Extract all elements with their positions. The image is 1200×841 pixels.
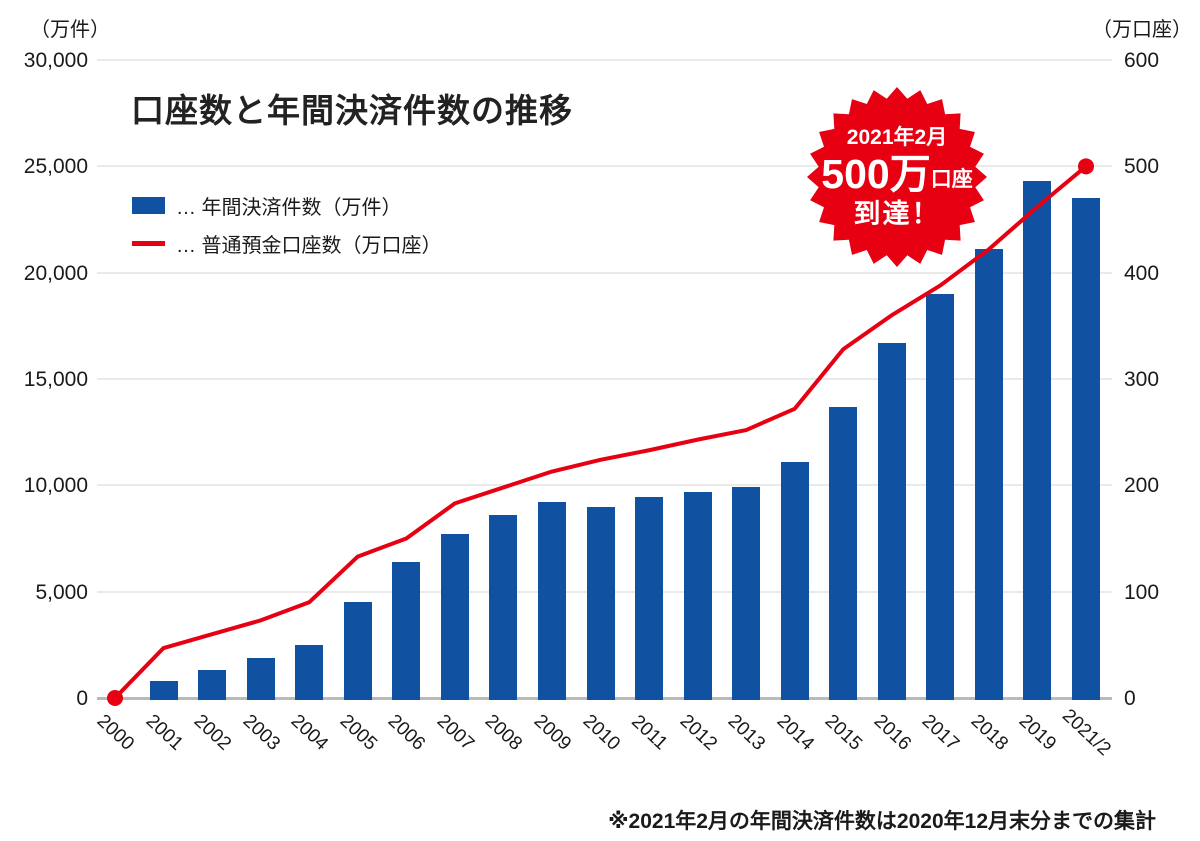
x-axis-label: 2009 — [529, 710, 575, 755]
left-axis-unit: （万件） — [30, 19, 110, 41]
y-axis-label-right: 600 — [1124, 49, 1160, 72]
milestone-badge: 2021年2月 500万 口座 到達！ — [797, 77, 997, 277]
x-axis-label: 2000 — [92, 710, 138, 755]
y-axis-label-left: 10,000 — [23, 474, 88, 498]
grid-line — [97, 484, 1112, 487]
y-axis-label-left: 15,000 — [23, 368, 88, 391]
x-axis-label: 2011 — [627, 711, 672, 755]
y-axis-label-left: 25,000 — [23, 155, 88, 179]
y-axis-label-left: 20,000 — [23, 261, 88, 285]
y-axis-label-left: 30,000 — [23, 49, 88, 72]
badge-reached: 到達！ — [853, 199, 941, 229]
x-axis-label: 2003 — [238, 710, 284, 755]
y-axis-label-right: 200 — [1124, 474, 1160, 498]
bar — [635, 497, 664, 700]
bar — [780, 461, 809, 700]
x-axis-label: 2002 — [189, 710, 236, 755]
bar — [732, 487, 761, 700]
x-axis-label: 2006 — [384, 710, 430, 755]
x-axis-label: 2013 — [723, 710, 770, 755]
bar — [829, 406, 858, 700]
x-axis-label: 2012 — [675, 710, 721, 755]
x-axis-label: 2008 — [481, 710, 527, 755]
bar — [149, 680, 178, 700]
x-axis-label: 2004 — [286, 710, 333, 755]
badge-value: 500万 口座 — [821, 151, 973, 197]
bar — [295, 644, 324, 700]
grid-line — [97, 59, 1112, 61]
badge-value-unit: 口座 — [930, 168, 973, 191]
y-axis-label-left: 5,000 — [35, 580, 88, 604]
bar — [343, 602, 372, 700]
y-axis-label-right: 0 — [1124, 687, 1136, 710]
legend-bar-swatch — [132, 196, 165, 214]
bar — [586, 506, 615, 700]
bar — [198, 670, 227, 700]
x-axis-label: 2021/2 — [1057, 705, 1115, 761]
legend-line-label: … 普通預金口座数（万口座） — [176, 234, 442, 257]
x-axis-label: 2007 — [432, 710, 478, 755]
y-axis-label-right: 500 — [1124, 155, 1160, 179]
bar — [1072, 198, 1100, 700]
bar — [392, 561, 421, 700]
footnote: ※2021年2月の年間決済件数は2020年12月末分までの集計 — [608, 810, 1156, 833]
x-axis-label: 2001 — [141, 710, 187, 755]
x-axis-label: 2019 — [1015, 710, 1061, 755]
grid-line — [97, 378, 1112, 380]
legend: … 年間決済件数（万件） … 普通預金口座数（万口座） — [132, 193, 442, 269]
bar — [974, 249, 1003, 700]
y-axis-label-right: 400 — [1124, 261, 1160, 285]
bar — [537, 502, 566, 700]
y-axis-label-left: 0 — [76, 687, 88, 710]
legend-bar-label: … 年間決済件数（万件） — [176, 196, 402, 219]
bar — [246, 657, 275, 700]
legend-line-swatch — [132, 240, 165, 246]
bar — [926, 293, 955, 700]
x-axis-label: 2018 — [966, 710, 1012, 755]
bar — [1023, 181, 1052, 700]
badge-date: 2021年2月 — [846, 126, 948, 149]
x-axis-label: 2015 — [820, 710, 867, 755]
right-axis-unit: （万口座） — [1092, 19, 1192, 41]
x-axis-label: 2016 — [869, 710, 915, 755]
bar — [489, 515, 518, 700]
x-axis-label: 2010 — [578, 710, 624, 755]
y-axis-label-right: 100 — [1124, 580, 1160, 604]
bar — [877, 342, 906, 700]
x-axis-label: 2005 — [335, 710, 381, 755]
legend-item-bar: … 年間決済件数（万件） — [132, 193, 442, 219]
bar — [440, 534, 469, 700]
y-axis-label-right: 300 — [1124, 368, 1160, 391]
page-title: 口座数と年間決済件数の推移 — [131, 92, 573, 129]
bar — [683, 491, 712, 700]
legend-item-line: … 普通預金口座数（万口座） — [132, 231, 442, 257]
x-axis-label: 2014 — [772, 710, 818, 755]
badge-text: 2021年2月 500万 口座 到達！ — [797, 77, 997, 277]
badge-value-number: 500万 — [821, 151, 931, 197]
x-axis-label: 2017 — [918, 710, 964, 755]
